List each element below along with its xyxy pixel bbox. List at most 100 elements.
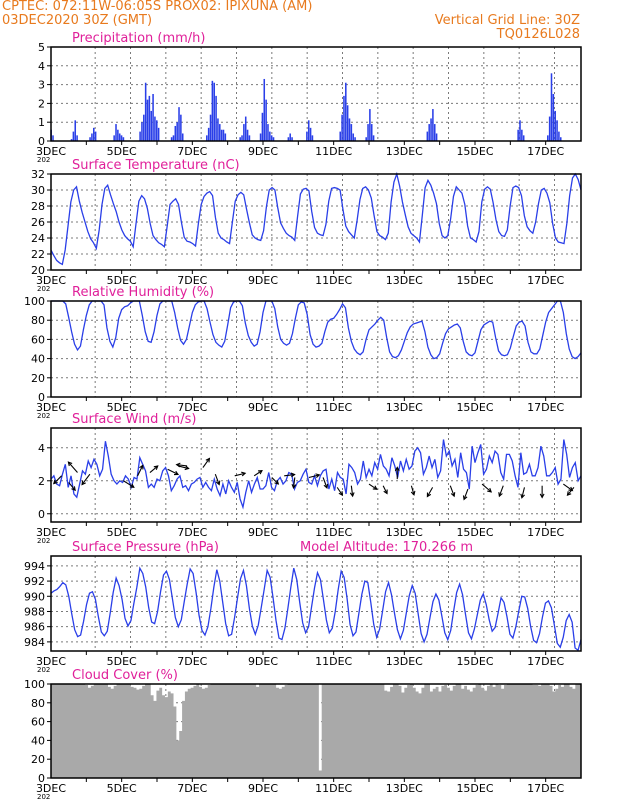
wind-arrow-head (383, 489, 388, 495)
precip-bar (287, 137, 290, 141)
wind-arrow-head (153, 465, 159, 470)
x-tick-label: 3DEC (36, 145, 66, 158)
panel-frame (50, 555, 582, 652)
precip-bar (176, 122, 178, 141)
panel-frame (50, 173, 582, 271)
precip-bar (241, 135, 243, 141)
wind-arrow (284, 473, 295, 477)
panel-2 (47, 300, 582, 401)
precip-bar (219, 124, 221, 141)
wind-arrow-head (410, 490, 416, 496)
precip-bar (430, 118, 432, 141)
wind-arrow (234, 472, 246, 477)
x-tick-label: 17DEC (527, 655, 564, 668)
wind-arrow-head (241, 471, 247, 477)
wind-arrow-head (315, 473, 321, 478)
precip-bar (289, 133, 291, 141)
precip-bar (348, 118, 351, 141)
wind-arrow-head (175, 462, 181, 468)
precip-bar (70, 139, 73, 141)
precip-bar (369, 109, 371, 141)
wind-arrow (481, 483, 492, 493)
x-year-stub: 202 (37, 793, 50, 800)
x-tick-label: 17DEC (527, 274, 564, 287)
precip-bar (550, 73, 553, 141)
precip-bar (547, 135, 549, 141)
precip-bar (146, 99, 149, 141)
wind-arrow (382, 485, 388, 494)
precip-bar (426, 131, 429, 141)
precip-bar (143, 114, 145, 141)
precip-bar (272, 137, 275, 141)
wind-arrow-head (349, 492, 355, 498)
precip-bar (552, 94, 555, 141)
series-line (51, 300, 582, 360)
precip-bar (269, 131, 271, 141)
wind-arrow-head (129, 483, 135, 488)
y-tick-label: 26 (31, 216, 45, 229)
precip-bar (365, 137, 367, 141)
precip-bar (339, 131, 342, 141)
precip-bar (152, 94, 154, 141)
x-tick-label: 9DEC (248, 655, 278, 668)
wind-arrow-head (81, 480, 86, 486)
precip-bar (306, 131, 308, 141)
wind-arrow (123, 480, 135, 488)
precip-bar (341, 114, 343, 141)
precip-bar (157, 127, 160, 141)
wind-arrow (176, 464, 188, 467)
wind-arrow (137, 465, 144, 477)
y-tick-label: 20 (31, 372, 45, 385)
x-tick-label: 11DEC (315, 401, 352, 414)
x-year-stub: 202 (37, 537, 50, 545)
x-tick-label: 11DEC (315, 526, 352, 539)
panel-annotation: Model Altitude: 170.266 m (300, 540, 473, 555)
wind-arrow-head (426, 492, 432, 498)
x-tick-label: 5DEC (107, 401, 137, 414)
precip-bar (556, 120, 558, 141)
wind-arrow-head (139, 464, 144, 470)
wind-arrow (253, 470, 263, 477)
wind-arrow-head (71, 486, 76, 492)
wind-arrow (336, 487, 343, 496)
x-tick-label: 9DEC (248, 526, 278, 539)
precip-bar (522, 135, 525, 141)
precip-bar (559, 137, 562, 141)
wind-arrow (308, 474, 320, 479)
precip-bar (72, 131, 75, 141)
precip-bar (76, 135, 78, 141)
panel-title: Precipitation (mm/h) (72, 31, 205, 46)
precip-bar (519, 120, 521, 141)
x-tick-label: 7DEC (177, 655, 207, 668)
wind-arrow-head (290, 472, 296, 478)
x-tick-label: 17DEC (527, 145, 564, 158)
precip-bar (141, 122, 143, 141)
header-line1: CPTEC: 072:11W-06:05S PROX02: IPIXUNA (A… (2, 0, 313, 14)
wind-arrow (563, 483, 573, 492)
precip-bar (122, 137, 125, 141)
panel-0 (47, 46, 582, 145)
x-tick-label: 11DEC (315, 782, 352, 795)
precip-bar (521, 129, 523, 141)
precip-bar (150, 110, 152, 141)
y-tick-label: 20 (31, 264, 45, 277)
precip-bar (350, 124, 353, 141)
precip-bar (206, 135, 208, 141)
y-tick-label: 5 (38, 41, 45, 54)
y-tick-label: 0 (38, 135, 45, 148)
grid-line-note: Vertical Grid Line: 30Z (434, 13, 580, 28)
precip-bar (217, 118, 219, 141)
wind-arrow (322, 477, 328, 489)
x-tick-label: 13DEC (386, 145, 423, 158)
precip-bar (263, 78, 266, 141)
wind-arrow-head (52, 479, 58, 485)
wind-arrow (368, 483, 378, 490)
precip-bar (367, 124, 369, 141)
wind-arrow (202, 458, 210, 468)
precip-bar (211, 80, 214, 141)
y-tick-label: 80 (31, 697, 45, 710)
panel-title: Cloud Cover (%) (72, 668, 178, 683)
wind-arrow (426, 487, 434, 497)
wind-arrow (292, 477, 296, 488)
y-tick-label: 984 (24, 636, 45, 649)
